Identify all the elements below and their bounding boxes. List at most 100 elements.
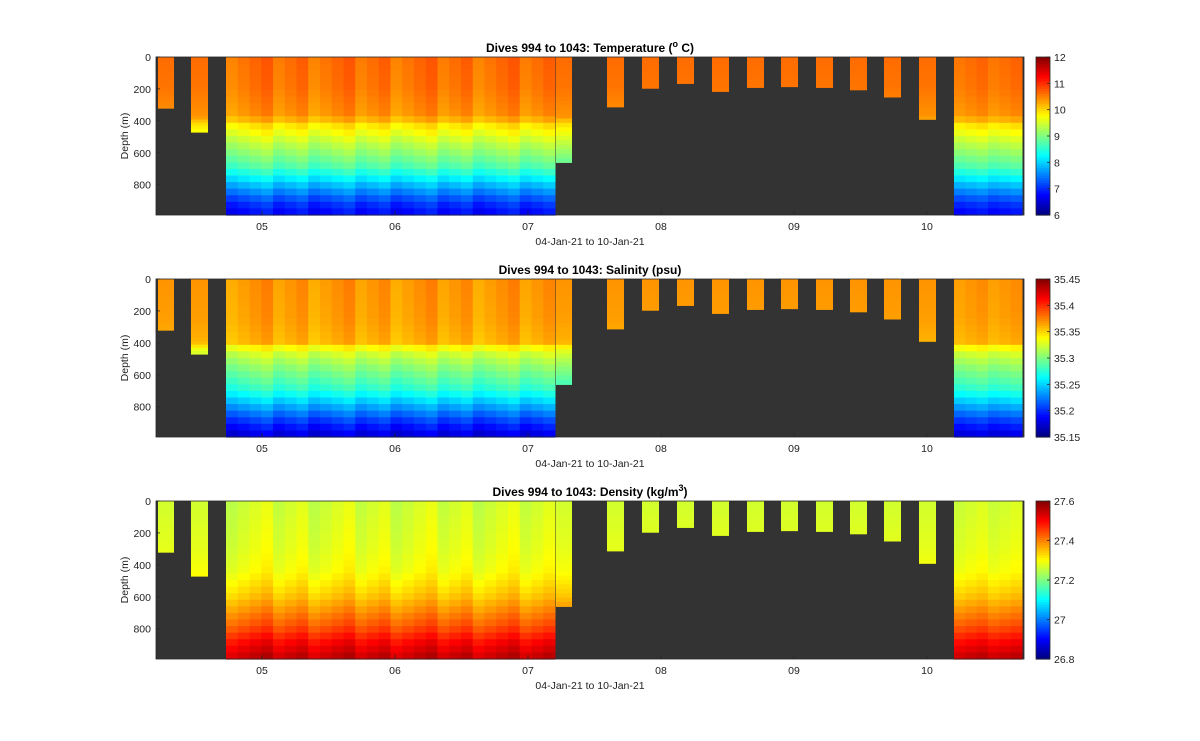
dense-dive-column <box>496 351 509 359</box>
dense-dive-column <box>343 168 356 177</box>
dense-dive-column <box>367 298 380 306</box>
dive-column <box>884 525 901 529</box>
dive-column <box>884 529 901 532</box>
dive-column <box>781 85 798 88</box>
dense-dive-column <box>355 155 368 163</box>
dive-column <box>747 77 764 80</box>
dense-dive-column <box>484 619 497 627</box>
dive-column <box>158 532 174 536</box>
dense-dive-column <box>273 533 286 542</box>
dense-dive-column <box>484 331 497 339</box>
dense-dive-column <box>496 325 509 333</box>
dense-dive-column <box>308 129 321 137</box>
dense-dive-column <box>237 116 250 124</box>
dense-dive-column <box>273 279 286 287</box>
dense-dive-column <box>296 305 309 313</box>
dense-dive-column <box>508 338 521 346</box>
right-dive-column <box>1010 168 1023 177</box>
dense-dive-column <box>437 168 450 177</box>
dive-column <box>850 505 867 508</box>
colorbar-cell <box>1036 582 1050 586</box>
colorbar-cell <box>1036 207 1050 211</box>
dive-column <box>158 300 174 304</box>
dense-dive-column <box>378 195 391 203</box>
colorbar-cell <box>1036 390 1050 394</box>
dense-dive-column <box>355 632 368 640</box>
dive-column <box>781 294 798 297</box>
dense-dive-column <box>355 57 368 65</box>
dense-dive-column <box>249 182 262 190</box>
colorbar-cell <box>1036 510 1050 514</box>
dense-dive-column <box>249 57 262 65</box>
dense-dive-column <box>296 155 309 163</box>
dense-dive-column <box>320 83 333 91</box>
chart-title-main: Dives 994 to 1043: Salinity (psu) <box>499 263 682 277</box>
dive-column <box>158 86 174 90</box>
dense-dive-column <box>543 599 556 607</box>
dive-column <box>850 57 867 59</box>
dense-dive-column <box>355 182 368 190</box>
dense-dive-column <box>308 136 321 144</box>
dive-column <box>816 281 833 284</box>
dive-column <box>556 327 572 333</box>
right-dive-column <box>1010 573 1023 581</box>
right-dive-column <box>976 639 989 647</box>
dense-dive-column <box>273 149 286 157</box>
dive-column <box>781 512 798 514</box>
dive-column <box>850 510 867 513</box>
dive-column <box>712 505 729 508</box>
right-dive-column <box>988 305 1000 313</box>
right-dive-column <box>965 652 978 660</box>
dive-column <box>884 88 901 91</box>
dense-dive-column <box>226 377 239 385</box>
dense-dive-column <box>367 155 380 163</box>
dense-dive-column <box>378 612 391 621</box>
dense-dive-column <box>331 70 344 78</box>
dense-dive-column <box>296 76 309 84</box>
dive-column <box>712 311 729 314</box>
dense-dive-column <box>496 208 509 216</box>
heatmap-columns <box>158 279 1023 438</box>
right-dive-column <box>988 645 1000 654</box>
dive-column <box>158 317 174 321</box>
right-dive-column <box>988 417 1000 425</box>
dense-dive-column <box>273 142 286 150</box>
dense-dive-column <box>284 652 297 660</box>
dense-dive-column <box>414 573 427 581</box>
dense-dive-column <box>273 560 286 568</box>
right-dive-column <box>1010 182 1023 190</box>
dive-column <box>712 74 729 77</box>
dive-column <box>781 74 798 77</box>
dive-column <box>884 293 901 297</box>
dense-dive-column <box>367 162 380 170</box>
dense-dive-column <box>226 553 239 561</box>
right-dive-column <box>988 279 1000 287</box>
dive-column <box>816 530 833 532</box>
dense-dive-column <box>237 318 250 326</box>
dive-column <box>747 289 764 291</box>
dive-column <box>607 540 624 544</box>
dense-dive-column <box>355 201 368 210</box>
dense-dive-column <box>402 606 415 614</box>
dive-column <box>884 313 901 317</box>
dense-dive-column <box>484 397 497 405</box>
dense-dive-column <box>508 533 521 542</box>
dense-dive-column <box>378 182 391 190</box>
dive-column <box>556 287 572 293</box>
dense-dive-column <box>261 606 274 614</box>
right-dive-column <box>1010 514 1023 522</box>
right-dive-column <box>954 83 966 91</box>
dense-dive-column <box>496 63 509 71</box>
dive-column <box>642 60 659 63</box>
dive-column <box>191 103 208 108</box>
right-dive-column <box>999 149 1012 157</box>
dense-dive-column <box>284 573 297 581</box>
dive-column <box>884 300 901 303</box>
dense-dive-column <box>496 652 509 660</box>
right-dive-column <box>988 351 1000 359</box>
dense-dive-column <box>343 507 356 515</box>
dive-column <box>191 63 208 67</box>
dense-dive-column <box>284 371 297 379</box>
dive-column <box>816 77 833 80</box>
dense-dive-column <box>461 390 474 399</box>
